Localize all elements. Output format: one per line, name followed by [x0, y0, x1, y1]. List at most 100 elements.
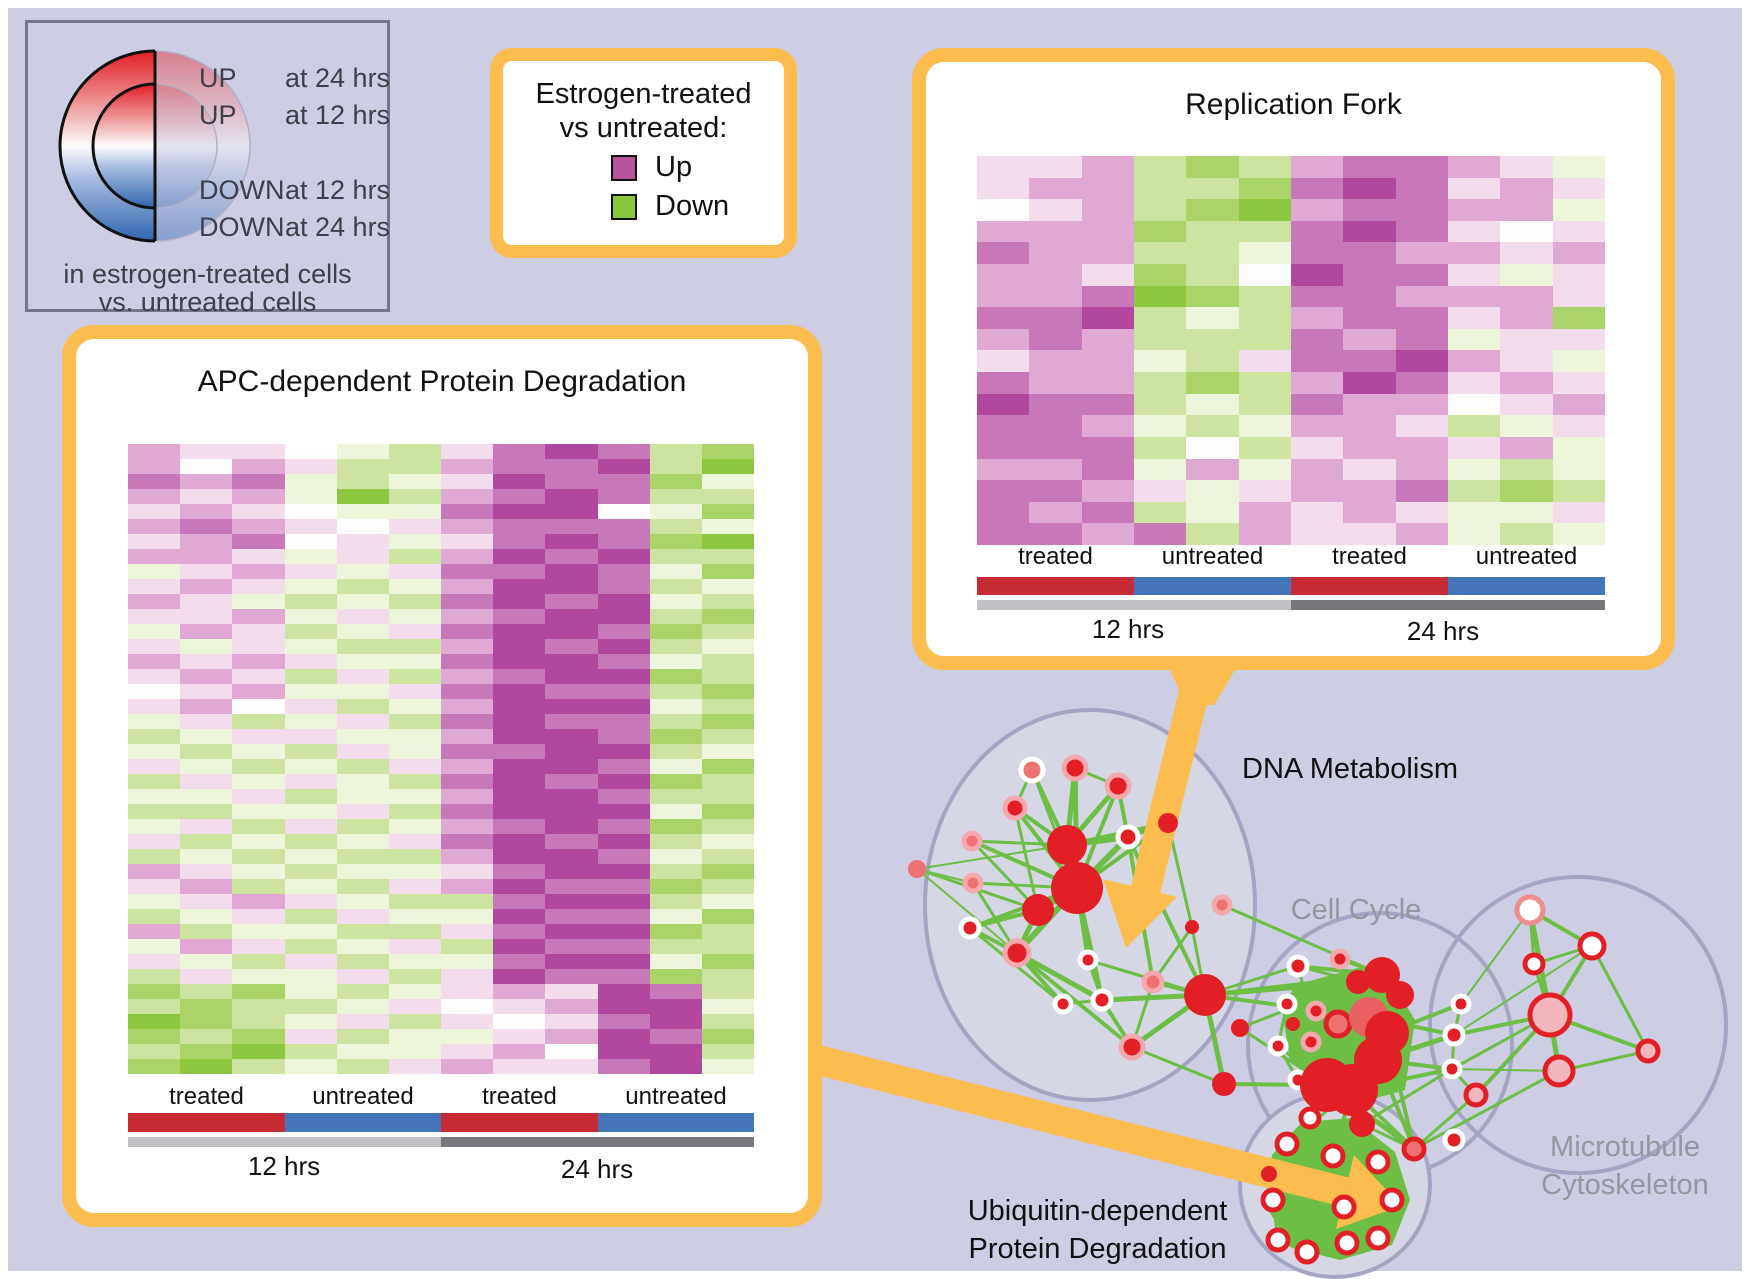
- heatmap-cell: [493, 669, 546, 684]
- heatmap-cell: [493, 1044, 546, 1059]
- heatmap-cell: [284, 939, 337, 954]
- heatmap-cell: [1029, 393, 1082, 416]
- heatmap-cell: [388, 534, 441, 549]
- heatmap-cell: [701, 924, 754, 939]
- heatmap-cell: [284, 444, 337, 459]
- up-label: Up: [655, 151, 693, 184]
- heatmap-cell: [284, 474, 337, 489]
- heatmap-cell: [232, 984, 285, 999]
- heatmap-cell: [649, 534, 702, 549]
- heatmap-cell: [232, 474, 285, 489]
- heatmap-cell: [284, 1059, 337, 1074]
- heatmap-cell: [597, 534, 650, 549]
- heatmap-cell: [493, 549, 546, 564]
- heatmap-cell: [1290, 199, 1344, 221]
- heatmap-cell: [597, 1029, 650, 1044]
- heatmap-cell: [1552, 156, 1605, 178]
- heatmap-cell: [1290, 436, 1344, 459]
- heatmap-cell: [128, 849, 181, 864]
- heatmap-cell: [597, 924, 650, 939]
- heatmap-cell: [597, 729, 650, 744]
- heatmap-cell: [388, 564, 441, 579]
- heatmap-cell: [388, 459, 441, 474]
- heatmap-cell: [232, 789, 285, 804]
- heatmap-cell: [1081, 199, 1134, 221]
- heatmap-cell: [1029, 242, 1082, 265]
- heatmap-cell: [1081, 480, 1134, 502]
- heatmap-cell: [336, 699, 389, 714]
- heatmap-cell: [649, 879, 702, 894]
- heatmap-cell: [1447, 156, 1501, 178]
- heatmap-cell: [180, 894, 233, 909]
- heatmap-cell: [128, 879, 181, 894]
- heatmap-cell: [441, 969, 494, 984]
- heatmap-cell: [1133, 285, 1187, 308]
- heatmap-cell: [597, 759, 650, 774]
- heatmap-cell: [128, 909, 181, 924]
- heatmap-cell: [1133, 220, 1187, 243]
- heatmap-cell: [1133, 242, 1187, 265]
- heatmap-cell: [701, 834, 754, 849]
- heatmap-cell: [1447, 199, 1501, 221]
- heatmap-cell: [388, 969, 441, 984]
- heatmap-cell: [1500, 393, 1553, 416]
- heatmap-cell: [284, 594, 337, 609]
- heatmap-cell: [388, 639, 441, 654]
- heatmap-cell: [1081, 242, 1134, 265]
- heatmap-cell: [649, 924, 702, 939]
- heatmap-cell: [232, 849, 285, 864]
- heatmap-cell: [1447, 307, 1501, 329]
- apc-treated-bar-12: [128, 1113, 285, 1132]
- heatmap-cell: [336, 579, 389, 594]
- heatmap-cell: [284, 954, 337, 969]
- heatmap-cell: [284, 909, 337, 924]
- heatmap-cell: [493, 474, 546, 489]
- heatmap-cell: [545, 609, 598, 624]
- heatmap-cell: [388, 909, 441, 924]
- heatmap-cell: [336, 834, 389, 849]
- apc-group-label-1: treated: [169, 1083, 244, 1110]
- heatmap-cell: [180, 774, 233, 789]
- heatmap-cell: [284, 1014, 337, 1029]
- heatmap-cell: [493, 489, 546, 504]
- heatmap-cell: [649, 1059, 702, 1074]
- heatmap-cell: [545, 459, 598, 474]
- heatmap-cell: [545, 639, 598, 654]
- heatmap-cell: [493, 519, 546, 534]
- heatmap-cell: [1343, 156, 1396, 178]
- heatmap-cell: [1552, 242, 1605, 265]
- heatmap-cell: [128, 714, 181, 729]
- heatmap-cell: [545, 1029, 598, 1044]
- legend-footer-line2: vs. untreated cells: [98, 287, 317, 317]
- heatmap-cell: [284, 609, 337, 624]
- heatmap-cell: [545, 819, 598, 834]
- heatmap-cell: [1290, 285, 1344, 308]
- heatmap-cell: [1081, 393, 1134, 416]
- legend-down-row: Down: [611, 190, 784, 223]
- heatmap-cell: [1343, 220, 1396, 243]
- heatmap-cell: [701, 594, 754, 609]
- heatmap-cell: [545, 789, 598, 804]
- heatmap-cell: [128, 1044, 181, 1059]
- heatmap-cell: [597, 969, 650, 984]
- heatmap-cell: [388, 594, 441, 609]
- heatmap-cell: [701, 564, 754, 579]
- heatmap-cell: [1290, 307, 1344, 329]
- heatmap-cell: [388, 624, 441, 639]
- heatmap-cell: [493, 729, 546, 744]
- heatmap-cell: [1500, 350, 1553, 373]
- heatmap-cell: [545, 864, 598, 879]
- heatmap-cell: [1290, 350, 1344, 373]
- heatmap-cell: [1500, 372, 1553, 394]
- heatmap-cell: [545, 729, 598, 744]
- heatmap-cell: [232, 699, 285, 714]
- heatmap-cell: [649, 759, 702, 774]
- heatmap-cell: [597, 444, 650, 459]
- heatmap-cell: [1290, 242, 1344, 265]
- heatmap-cell: [180, 1029, 233, 1044]
- heatmap-cell: [1500, 242, 1553, 265]
- heatmap-cell: [388, 444, 441, 459]
- heatmap-cell: [597, 504, 650, 519]
- heatmap-cell: [597, 669, 650, 684]
- heatmap-cell: [493, 1029, 546, 1044]
